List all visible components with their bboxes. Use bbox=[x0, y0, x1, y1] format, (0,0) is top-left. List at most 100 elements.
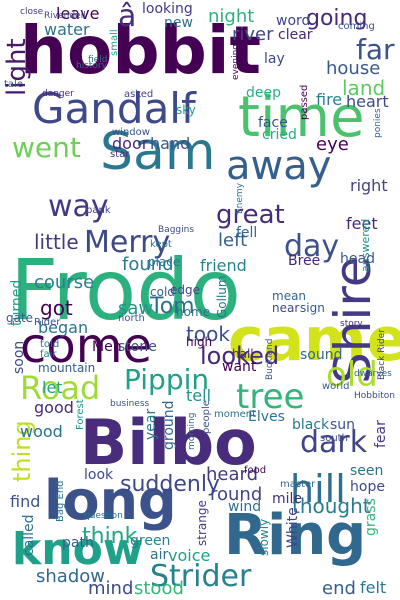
word-looking: looking bbox=[142, 1, 193, 17]
word-find: find bbox=[10, 492, 41, 511]
word-fear: fear bbox=[373, 420, 389, 448]
word-year: year bbox=[143, 408, 159, 440]
word-tom: Tom bbox=[150, 294, 195, 319]
word-strider: Strider bbox=[150, 559, 252, 594]
word-sun: sun bbox=[330, 417, 356, 433]
word-slowly: slowly bbox=[257, 518, 271, 556]
word-came: came bbox=[228, 305, 400, 375]
word-dwarves: dwarves bbox=[354, 369, 392, 379]
word-road: Road bbox=[20, 369, 101, 407]
word-grass: grass bbox=[363, 498, 379, 536]
word-old: old bbox=[326, 355, 378, 395]
word-voice: voice bbox=[168, 546, 211, 565]
word-new: new bbox=[164, 15, 193, 31]
word-danger: danger bbox=[42, 89, 74, 99]
word-face: face bbox=[258, 115, 288, 131]
word-door: door bbox=[112, 134, 149, 153]
word-hand: hand bbox=[150, 134, 191, 153]
word-passed: passed bbox=[299, 84, 310, 120]
word-bree: Bree bbox=[288, 253, 321, 269]
word-business: business bbox=[110, 399, 150, 409]
word-bank: bank bbox=[86, 205, 111, 216]
word-went: went bbox=[12, 131, 81, 164]
word-tale: tale bbox=[4, 79, 23, 90]
word-heard: heard bbox=[206, 464, 259, 485]
word-air: air bbox=[150, 547, 169, 563]
word-dark: dark bbox=[300, 425, 368, 460]
word-a-circumflex: â bbox=[118, 0, 137, 34]
word-rivendell: Rivendell bbox=[44, 11, 86, 21]
word-far: far bbox=[356, 33, 395, 66]
word-world: world bbox=[322, 381, 350, 392]
word-gollum: Gollum bbox=[215, 275, 229, 318]
word-men: Men bbox=[92, 339, 122, 355]
word-south: south bbox=[320, 433, 348, 444]
word-gate: gate bbox=[6, 311, 34, 325]
word-strange: strange bbox=[195, 500, 209, 546]
word-feet: feet bbox=[346, 214, 378, 233]
word-forest: Forest bbox=[75, 399, 86, 430]
word-white: White bbox=[285, 507, 301, 548]
word-called: called bbox=[21, 514, 37, 556]
word-want: want bbox=[222, 359, 257, 375]
word-word: word bbox=[276, 13, 311, 29]
word-look: look bbox=[84, 467, 114, 483]
word-got: got bbox=[40, 296, 73, 320]
word-deep: deep bbox=[246, 85, 281, 101]
word-left: left bbox=[218, 230, 248, 251]
word-black: black bbox=[292, 417, 330, 433]
word-soon: soon bbox=[11, 340, 27, 374]
word-master: master bbox=[280, 479, 316, 490]
word-going: going bbox=[306, 6, 368, 31]
word-time: time bbox=[238, 85, 365, 150]
word-come: come bbox=[20, 318, 153, 374]
word-began: began bbox=[38, 318, 89, 337]
word-elves: Elves bbox=[248, 409, 285, 425]
word-place: place bbox=[148, 255, 181, 269]
word-hope: hope bbox=[350, 479, 385, 495]
word-people: people bbox=[201, 400, 212, 434]
word-ring: Ring bbox=[224, 503, 367, 568]
word-heart: heart bbox=[346, 92, 389, 111]
word-clear: clear bbox=[278, 27, 313, 43]
word-moment: moment bbox=[214, 409, 257, 420]
word-hobbiton: Hobbiton bbox=[354, 391, 395, 401]
word-water: water bbox=[44, 20, 90, 39]
word-enemy: Enemy bbox=[235, 182, 245, 214]
word-end: end bbox=[322, 578, 356, 599]
word-hall: hall bbox=[232, 347, 254, 361]
word-mind: mind bbox=[88, 578, 134, 599]
word-food: food bbox=[244, 465, 267, 476]
word-bilbo: Bilbo bbox=[80, 406, 257, 479]
word-fell: fell bbox=[236, 225, 258, 241]
word-question: question bbox=[84, 511, 123, 521]
word-course: course bbox=[34, 272, 95, 293]
word-know: know bbox=[12, 524, 144, 575]
word-kept: kept bbox=[150, 239, 172, 250]
word-suddenly: suddenly bbox=[120, 472, 220, 497]
word-hill: hill bbox=[290, 467, 346, 511]
word-mountain: mountain bbox=[38, 361, 96, 375]
word-merry: Merry bbox=[84, 225, 171, 260]
word-sam: Sam bbox=[100, 122, 216, 182]
word-mean: mean bbox=[272, 289, 307, 303]
word-window: window bbox=[112, 127, 150, 138]
word-leave: leave bbox=[56, 4, 100, 23]
word-friend: friend bbox=[200, 256, 247, 275]
word-history: history bbox=[76, 61, 107, 71]
word-away: away bbox=[226, 143, 332, 189]
word-long: long bbox=[44, 469, 177, 532]
word-mile: mile bbox=[272, 491, 303, 507]
word-near: near bbox=[272, 301, 300, 315]
word-north: north bbox=[118, 313, 145, 324]
word-house: house bbox=[326, 58, 381, 79]
word-pippin: Pippin bbox=[124, 363, 210, 396]
word-bag-end: Bag End bbox=[55, 480, 66, 522]
word-story: story bbox=[340, 319, 363, 329]
word-close: close bbox=[20, 7, 44, 17]
word-morning: morning bbox=[187, 412, 197, 450]
word-field: field bbox=[88, 55, 108, 65]
word-wind: wind bbox=[228, 499, 262, 515]
word-tell: tell bbox=[186, 386, 212, 405]
